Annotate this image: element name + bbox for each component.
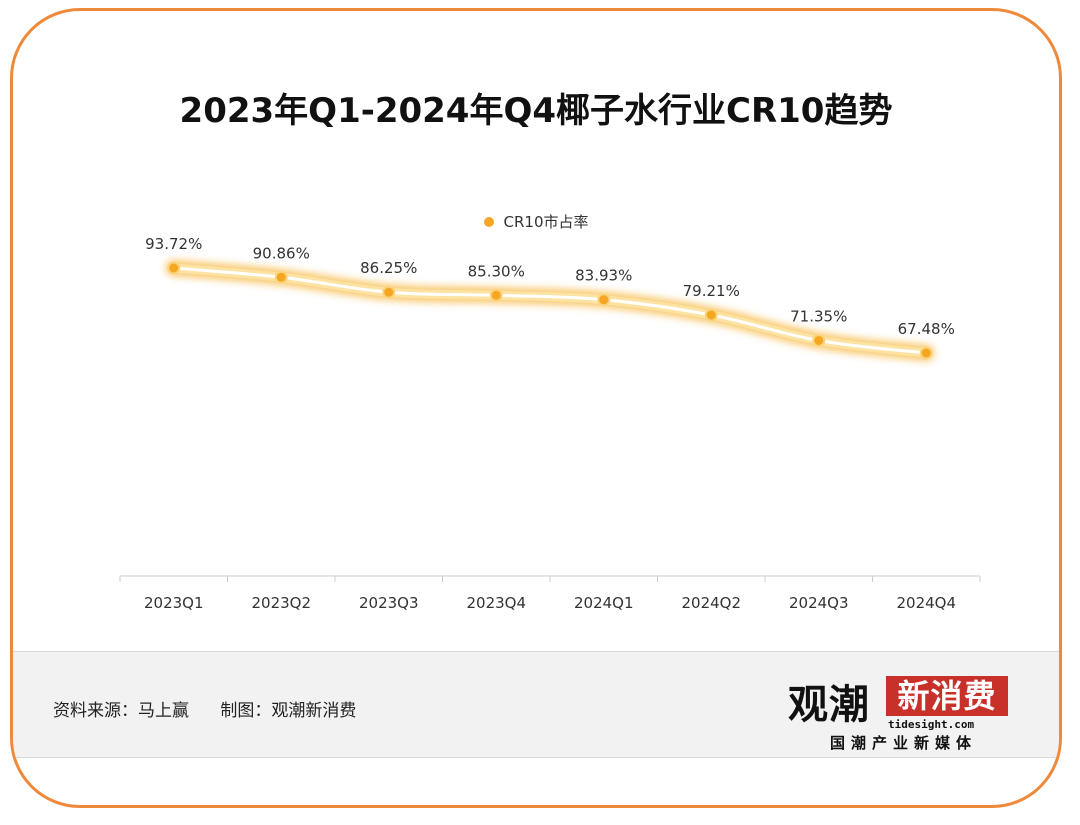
- data-point: [812, 333, 826, 347]
- data-point: [919, 346, 933, 360]
- x-tick-label: 2023Q3: [359, 594, 419, 612]
- data-label: 93.72%: [145, 235, 202, 253]
- x-tick-label: 2024Q3: [789, 594, 849, 612]
- data-label: 71.35%: [790, 307, 847, 325]
- chart-legend: CR10市占率: [13, 211, 1059, 232]
- data-label: 79.21%: [683, 282, 740, 300]
- data-label: 67.48%: [898, 320, 955, 338]
- data-point: [597, 293, 611, 307]
- brand-logo: 观潮 新消费 tidesight.com 国潮产业新媒体: [788, 672, 1028, 752]
- logo-tagline: 国潮产业新媒体: [830, 734, 978, 752]
- x-tick-label: 2024Q4: [896, 594, 956, 612]
- chart-title: 2023年Q1-2024年Q4椰子水行业CR10趋势: [179, 91, 893, 131]
- x-tick-label: 2023Q4: [466, 594, 526, 612]
- x-tick-label: 2023Q1: [144, 594, 204, 612]
- data-label: 86.25%: [360, 259, 417, 277]
- series-line: [172, 266, 928, 355]
- data-label: 83.93%: [575, 267, 632, 285]
- x-tick-label: 2023Q2: [251, 594, 311, 612]
- data-point: [167, 261, 181, 275]
- made-by-text: 制图：观潮新消费: [220, 701, 357, 721]
- footer: 资料来源：马上赢 制图：观潮新消费 观潮 新消费 tidesight.com 国…: [13, 651, 1059, 758]
- data-point: [274, 270, 288, 284]
- line-chart: 2023Q1 2023Q2 2023Q3 2023Q4 2024Q1 2024Q2 2024…: [119, 235, 981, 612]
- data-point: [382, 285, 396, 299]
- data-point: [704, 308, 718, 322]
- x-tick-label: 2024Q1: [574, 594, 634, 612]
- legend-label: CR10市占率: [503, 213, 589, 231]
- footer-credits: 资料来源：马上赢 制图：观潮新消费: [53, 696, 356, 721]
- logo-main-text: 观潮: [788, 682, 870, 728]
- legend-marker: [483, 216, 494, 227]
- x-tick-label: 2024Q2: [681, 594, 741, 612]
- data-label: 90.86%: [253, 244, 310, 262]
- chart-card: 2023年Q1-2024年Q4椰子水行业CR10趋势 CR10市占率 2023Q…: [10, 8, 1062, 808]
- data-label: 85.30%: [468, 262, 525, 280]
- source-text: 资料来源：马上赢: [53, 701, 189, 721]
- logo-badge: 新消费: [886, 676, 1008, 716]
- logo-url: tidesight.com: [888, 718, 975, 731]
- data-point: [489, 288, 503, 302]
